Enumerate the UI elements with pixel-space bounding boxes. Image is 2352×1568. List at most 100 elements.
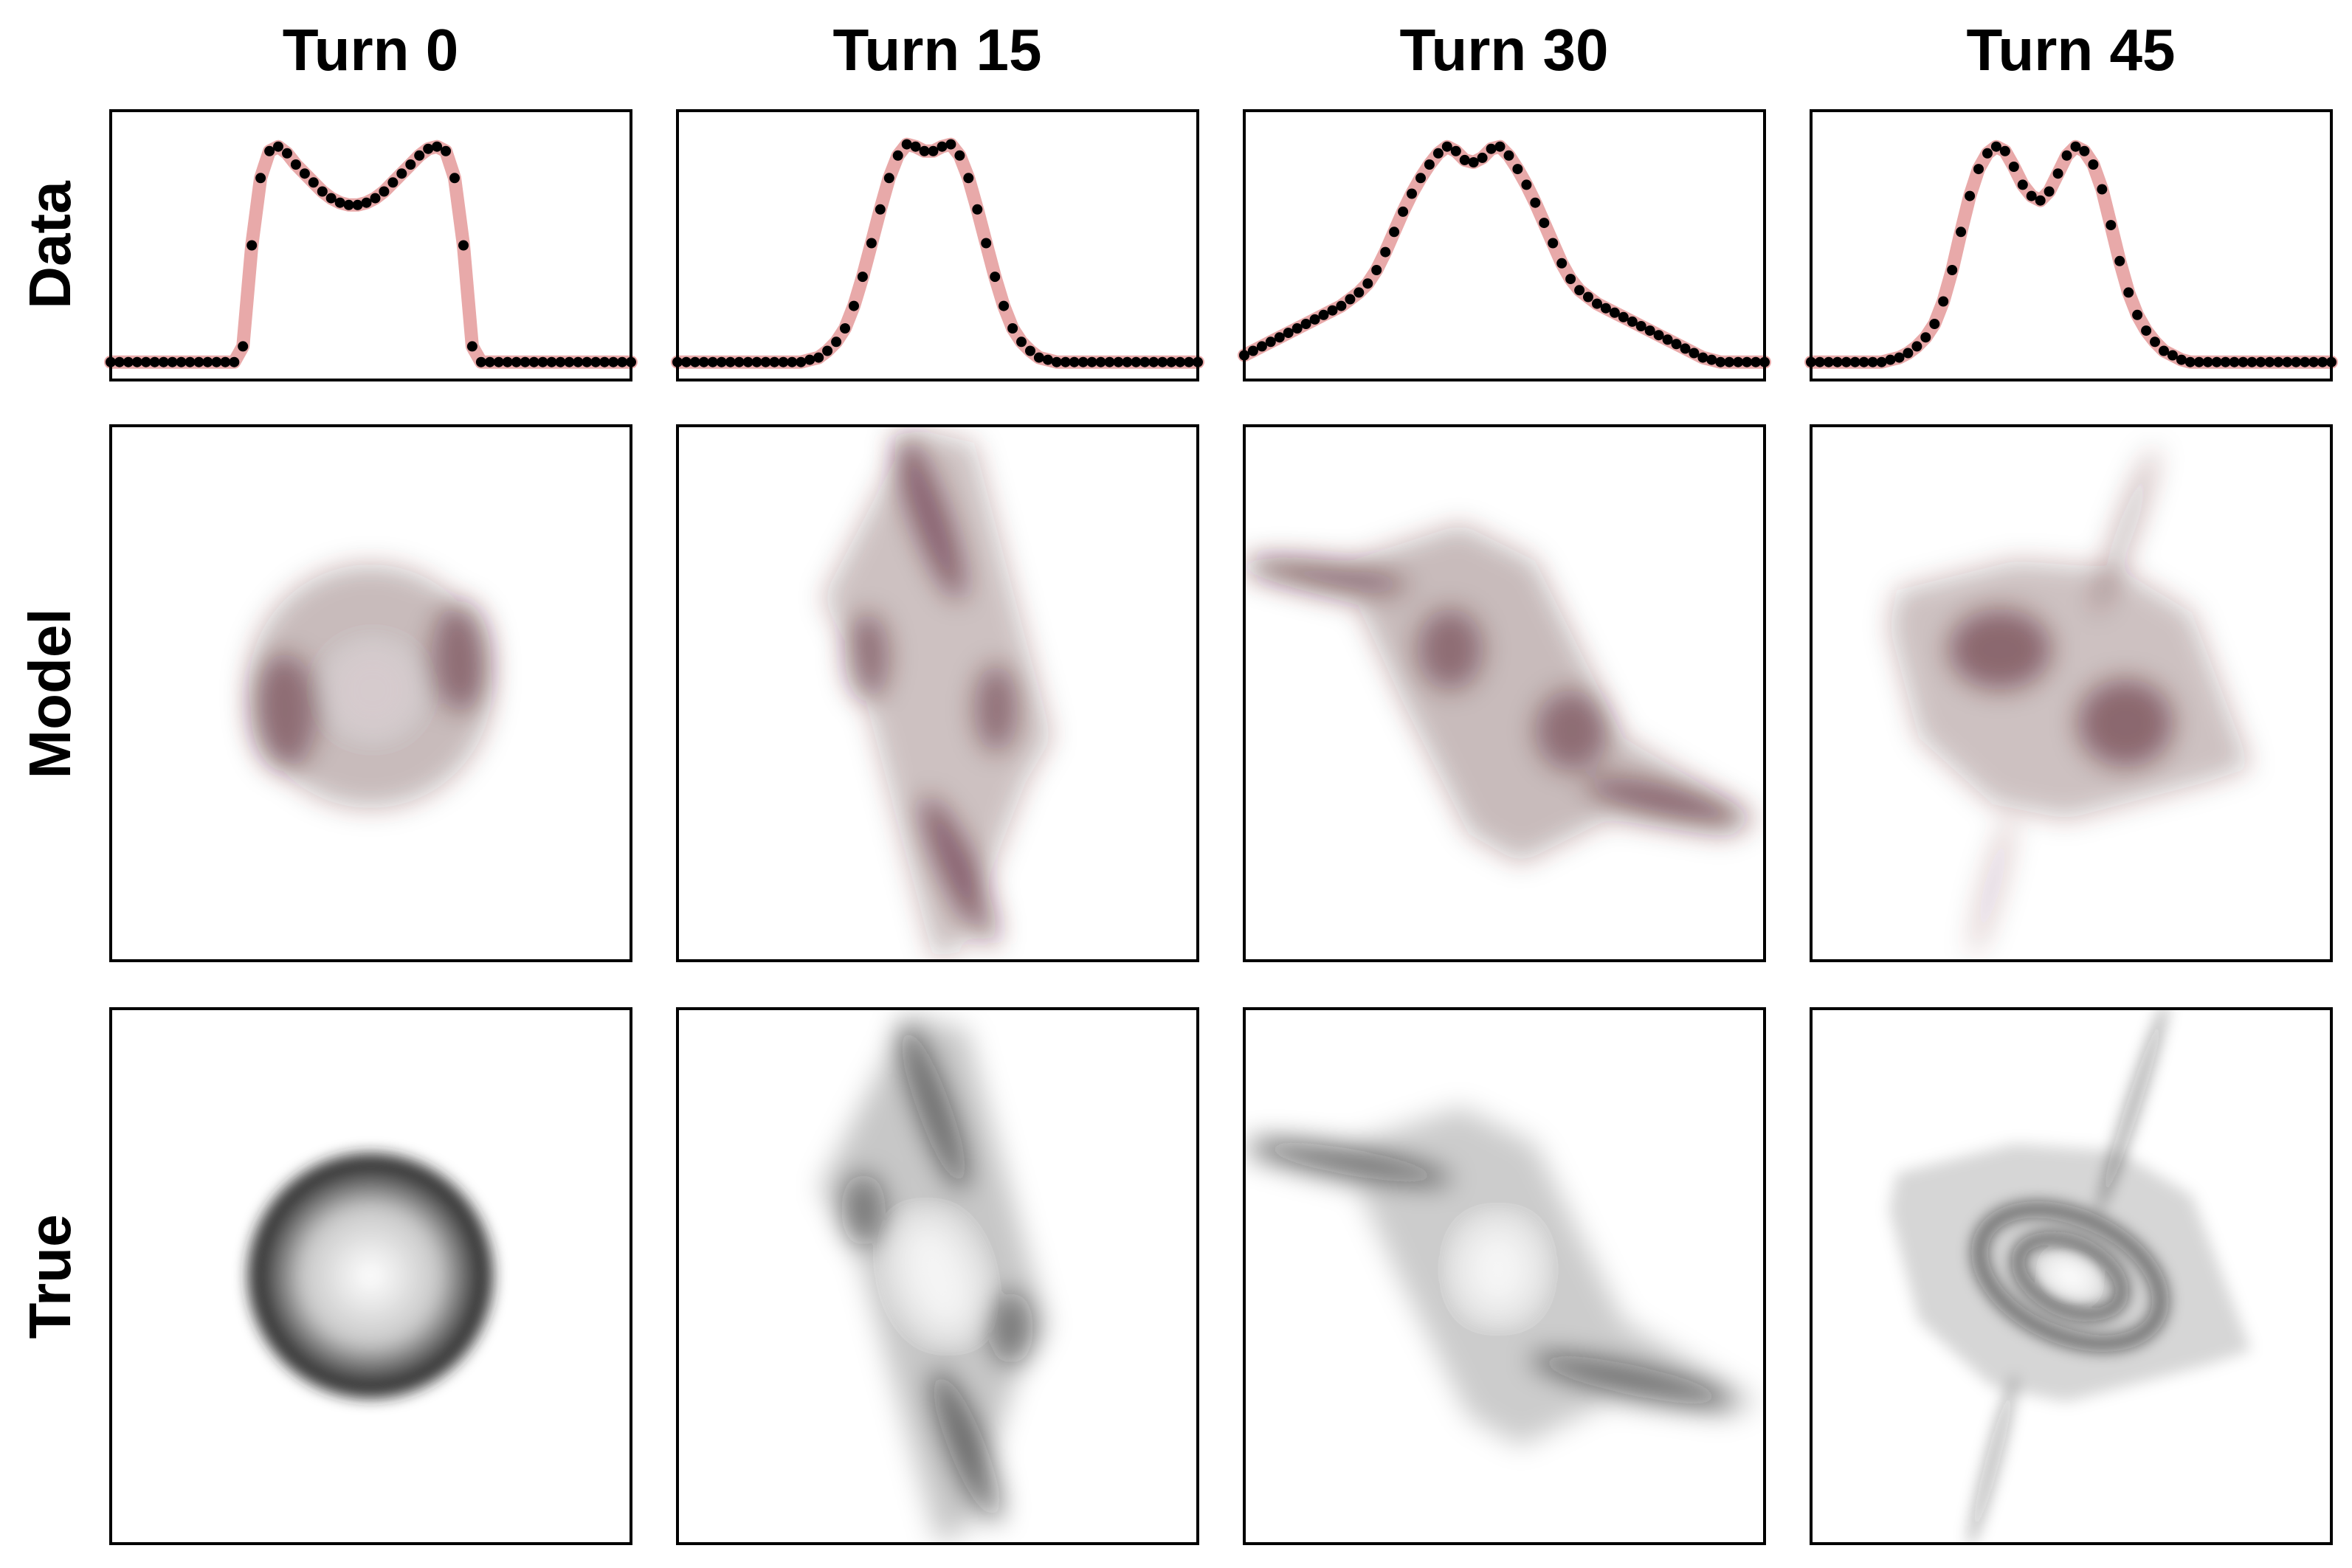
data-point [751,356,762,367]
data-point [954,150,965,161]
data-point [1300,319,1311,329]
data-point [211,356,222,367]
data-point [511,356,522,367]
data-point [1956,227,1967,238]
data-point [1521,179,1532,190]
data-point [1362,278,1373,289]
data-point [901,139,912,150]
data-point [892,150,903,161]
data-point [555,356,566,367]
data-point [1867,356,1878,367]
data-point [1724,356,1735,367]
data-point [2282,356,2293,367]
data-point [1644,325,1655,336]
data-point [1697,352,1708,363]
data-point [769,356,780,367]
row-label: True [17,1215,83,1339]
data-point [796,356,807,367]
data-point [158,356,169,367]
data-point [387,177,399,188]
data-point [680,356,692,367]
data-point [246,240,258,251]
data-point [2114,255,2125,266]
data-point [1265,336,1276,348]
data-point [1033,352,1044,363]
panel-frame [1810,1007,2333,1545]
data-point [114,356,125,367]
panel-frame [1243,1007,1766,1545]
model-density [823,428,1052,959]
data-point [1751,356,1762,367]
data-point [1122,356,1133,367]
data-point [2184,356,2196,367]
data-point [1157,356,1168,367]
data-point [2238,356,2249,367]
data-point [1025,345,1035,356]
true-panel [249,1154,492,1398]
data-point [1175,356,1186,367]
data-point [2106,220,2117,231]
data-point [131,356,142,367]
panel-frame [676,424,1199,962]
data-point [698,356,709,367]
data-point [334,197,345,208]
data-point [1574,285,1585,296]
data-point [2308,356,2320,367]
data-point [734,356,745,367]
model-density [1247,524,1760,863]
data-point [2273,356,2284,367]
data-point [919,145,930,156]
data-point [449,173,460,184]
panel-frame [1810,424,2333,962]
data-point [866,238,877,249]
data-point [432,141,443,152]
data-point [1742,356,1753,367]
data-point [707,356,718,367]
data-point [255,173,266,184]
data-point [1689,348,1700,359]
data-point [2167,350,2178,361]
data-point [1274,332,1285,343]
data-point [528,356,539,367]
data-point [273,141,283,152]
model-panel [1247,524,1760,863]
data-point [822,345,833,356]
data-point [1609,307,1620,318]
data-point [2079,145,2090,156]
data-point [599,356,610,367]
data-point [1432,148,1444,159]
data-point [1894,352,1905,363]
data-point [928,145,939,156]
data-point [1327,305,1338,316]
data-point [2300,356,2311,367]
data-point [972,204,983,215]
data-point [564,356,575,367]
column-title: Turn 30 [1399,17,1608,83]
data-point [689,356,700,367]
data-point [1982,148,1993,159]
panel-frame [109,424,632,962]
data-point [1336,300,1347,311]
data-point [176,356,187,367]
data-point [238,341,249,352]
data-point [849,300,859,311]
data-point [1131,356,1142,367]
data-point [1583,291,1593,303]
data-point [2017,179,2028,190]
data-point [1139,356,1151,367]
data-point [1042,354,1053,365]
data-point [1389,227,1400,238]
panel-frame [676,109,1199,381]
panel-frame [676,1007,1199,1545]
data-point [1680,343,1691,354]
model-fit-line [104,139,638,369]
model-density [1889,448,2251,957]
data-point [981,238,992,249]
data-point [2008,162,2019,172]
data-point [290,159,301,170]
data-point [883,173,894,184]
data-point [123,356,134,367]
data-point [1095,356,1106,367]
data-point [325,193,337,204]
model-fit-line [671,137,1204,369]
